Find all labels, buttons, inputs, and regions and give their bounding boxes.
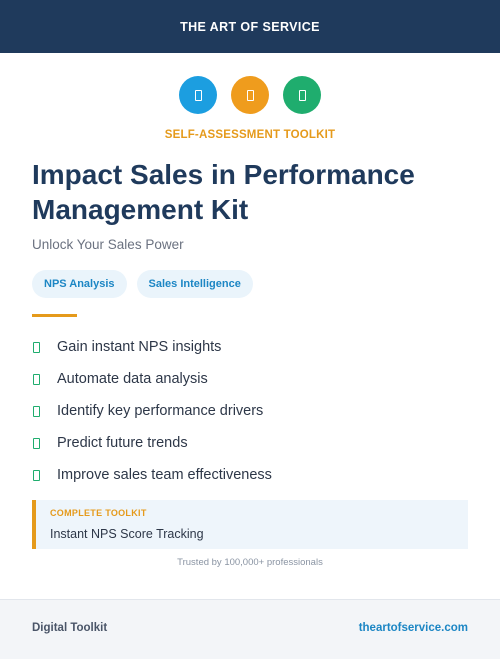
bullet-icon: [33, 373, 40, 385]
bullet-icon: [33, 469, 40, 481]
feature-text: Automate data analysis: [57, 371, 208, 387]
bullet-icon: [33, 405, 40, 417]
bullet-icon: [33, 437, 40, 449]
icon-row: [0, 76, 500, 114]
bullet-icon: [33, 341, 40, 353]
orange-document-icon: [231, 76, 269, 114]
footer-link[interactable]: theartofservice.com: [358, 622, 468, 634]
callout-text: Instant NPS Score Tracking: [50, 527, 204, 541]
tag-nps-analysis[interactable]: NPS Analysis: [32, 270, 127, 298]
green-document-icon: [283, 76, 321, 114]
footer-label: Digital Toolkit: [32, 622, 108, 634]
brand-name: THE ART OF SERVICE: [180, 19, 320, 34]
feature-item: Gain instant NPS insights: [32, 331, 272, 363]
accent-divider: [32, 314, 77, 317]
page-subtitle: Unlock Your Sales Power: [32, 237, 184, 252]
feature-list: Gain instant NPS insights Automate data …: [32, 331, 272, 491]
feature-item: Predict future trends: [32, 427, 272, 459]
footer-bar: Digital Toolkit theartofservice.com: [0, 599, 500, 659]
trusted-note: Trusted by 100,000+ professionals: [177, 557, 323, 568]
toolkit-callout: COMPLETE TOOLKIT Instant NPS Score Track…: [32, 500, 468, 549]
tag-list: NPS Analysis Sales Intelligence: [32, 270, 253, 298]
feature-item: Improve sales team effectiveness: [32, 459, 272, 491]
feature-text: Identify key performance drivers: [57, 403, 264, 419]
tag-sales-intelligence[interactable]: Sales Intelligence: [136, 270, 253, 298]
header-bar: THE ART OF SERVICE: [0, 0, 500, 53]
page-title: Impact Sales in Performance Management K…: [32, 159, 415, 225]
feature-text: Gain instant NPS insights: [57, 339, 222, 355]
callout-label: COMPLETE TOOLKIT: [50, 508, 147, 518]
blue-document-icon: [179, 76, 217, 114]
feature-item: Automate data analysis: [32, 363, 272, 395]
feature-text: Predict future trends: [57, 435, 188, 451]
feature-text: Improve sales team effectiveness: [57, 467, 272, 483]
feature-item: Identify key performance drivers: [32, 395, 272, 427]
kicker-label: SELF-ASSESSMENT TOOLKIT: [164, 129, 336, 141]
